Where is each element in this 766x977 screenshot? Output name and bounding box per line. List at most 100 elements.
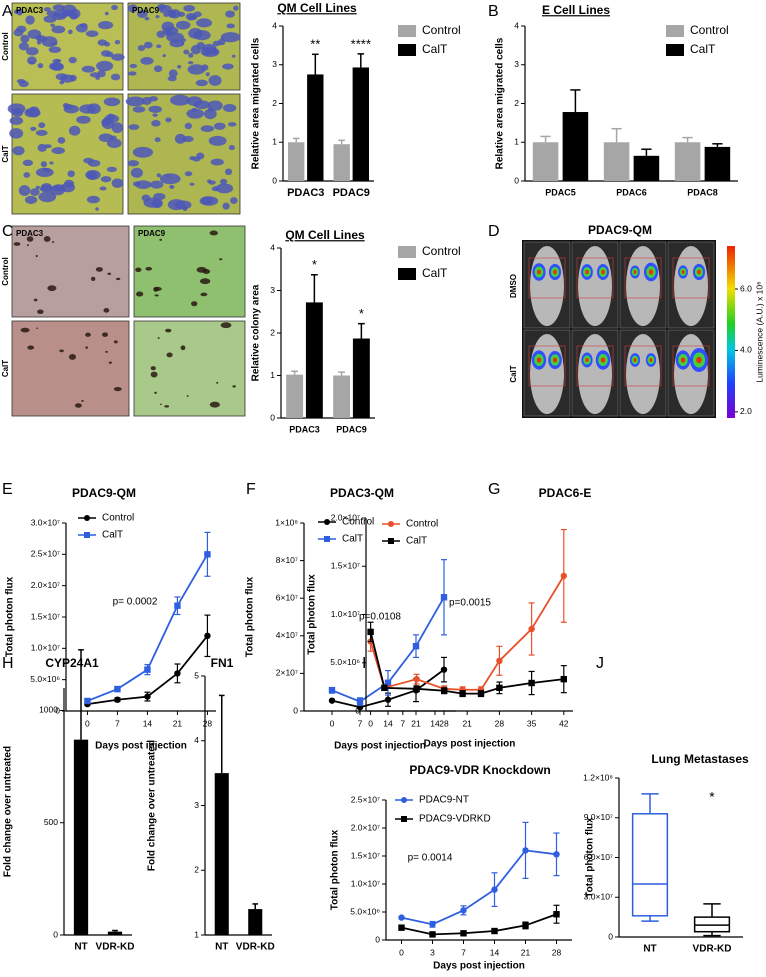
y-tick-label: 1 xyxy=(514,137,519,147)
x-tick-label: PDAC3 xyxy=(287,187,324,199)
cell-blob xyxy=(177,11,186,17)
chart-title: PDAC9-VDR Knockdown xyxy=(409,763,550,777)
cell-blob xyxy=(224,168,233,176)
cell-blob xyxy=(128,124,140,130)
cell-blob xyxy=(137,45,146,52)
cell-blob xyxy=(184,122,192,130)
chart-title: E Cell Lines xyxy=(542,3,610,17)
legend-label: CalT xyxy=(422,42,448,56)
legend-label: Control xyxy=(422,23,461,37)
cell-blob xyxy=(157,337,160,339)
signal xyxy=(697,269,701,275)
cell-blob xyxy=(168,69,178,78)
marker xyxy=(460,907,467,914)
y-tick-label: 0 xyxy=(293,705,298,715)
cell-blob xyxy=(25,15,35,25)
y-tick-label: 2×10⁷ xyxy=(276,668,298,678)
y-tick-label: 1.2×10⁸ xyxy=(583,772,613,782)
cell-blob xyxy=(156,173,162,178)
roi xyxy=(576,345,614,387)
y-tick-label: 0 xyxy=(53,929,58,939)
legend-label: PDAC9-NT xyxy=(419,795,469,806)
cell-blob xyxy=(216,381,219,384)
cell-blob xyxy=(166,352,173,358)
y-tick-label: 500 xyxy=(44,817,58,827)
cell-blob xyxy=(153,286,159,292)
cell-blob xyxy=(219,178,228,185)
roi xyxy=(624,345,662,387)
cell-blob xyxy=(143,41,153,49)
cell-blob xyxy=(150,371,158,378)
cell-blob xyxy=(9,116,24,125)
cell-blob xyxy=(69,74,77,82)
cell-blob xyxy=(43,7,51,12)
y-tick-label: 4×10⁷ xyxy=(276,630,298,640)
marker xyxy=(413,685,420,693)
chart-title: PDAC3-QM xyxy=(330,486,394,500)
cell-blob xyxy=(200,292,208,297)
legend-label: Control xyxy=(406,519,438,530)
y-tick-label: 0 xyxy=(55,705,60,715)
cell-blob xyxy=(86,103,101,115)
legend-label: Control xyxy=(102,513,134,524)
cell-blob xyxy=(156,44,162,48)
cell-blob xyxy=(193,30,211,41)
y-tick-label: 4 xyxy=(194,735,199,745)
marker xyxy=(384,696,392,703)
cell-blob xyxy=(52,12,67,21)
marker xyxy=(429,921,436,928)
row-label: Control xyxy=(1,32,10,60)
y-tick-label: 3 xyxy=(270,285,275,295)
x-tick-label: 28 xyxy=(495,718,505,728)
cell-blob xyxy=(81,65,96,73)
y-tick-label: 6×10⁷ xyxy=(276,592,298,602)
panel-letter: B xyxy=(488,3,499,20)
y-tick-label: 0 xyxy=(514,175,519,185)
cell-blob xyxy=(81,399,84,402)
marker xyxy=(367,628,374,636)
cell-blob xyxy=(223,103,237,113)
cell-blob xyxy=(186,96,203,106)
cell-blob xyxy=(110,73,121,81)
cell-blob xyxy=(35,254,38,258)
cell-blob xyxy=(50,42,58,46)
cell-blob xyxy=(191,107,197,112)
legend-swatch xyxy=(398,268,416,280)
x-tick-label: 0 xyxy=(399,947,404,957)
colorbar xyxy=(727,246,735,418)
cell-blob xyxy=(13,242,21,246)
bar xyxy=(633,155,660,181)
cell-blob xyxy=(183,49,190,55)
colorbar-tick-label: 4.0 xyxy=(740,345,752,355)
legend-swatch xyxy=(398,44,416,56)
bar xyxy=(532,142,559,181)
marker xyxy=(528,625,535,633)
cell-blob xyxy=(175,20,191,30)
x-tick-label: PDAC9 xyxy=(333,187,370,199)
marker xyxy=(174,602,181,609)
marker xyxy=(491,927,498,935)
cell-blob xyxy=(18,42,29,51)
cell-blob xyxy=(29,188,40,196)
legend-label: CalT xyxy=(102,530,123,541)
legend-swatch xyxy=(398,25,416,37)
y-tick-label: 1.5×10⁷ xyxy=(331,561,360,571)
cell-blob xyxy=(35,34,43,41)
cell-blob xyxy=(208,75,222,86)
cell-blob xyxy=(164,405,170,408)
significance: * xyxy=(359,306,364,321)
cell-blob xyxy=(151,119,161,127)
signal xyxy=(633,358,637,362)
micrograph xyxy=(133,225,246,318)
micrograph xyxy=(133,320,246,417)
y-tick-label: 0 xyxy=(272,175,277,185)
signal xyxy=(649,358,653,362)
legend-marker xyxy=(388,538,394,544)
cell-blob xyxy=(90,276,96,281)
cell-blob xyxy=(50,185,65,196)
cell-blob xyxy=(100,176,112,183)
cell-blob xyxy=(86,195,100,204)
legend-marker xyxy=(84,515,90,521)
cell-blob xyxy=(215,183,234,194)
cell-blob xyxy=(26,236,34,242)
